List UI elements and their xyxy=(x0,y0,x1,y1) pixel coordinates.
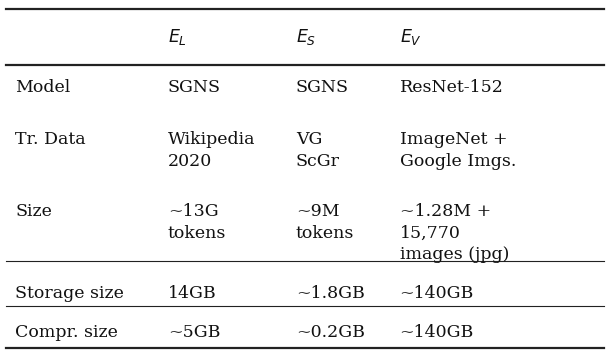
Text: SGNS: SGNS xyxy=(296,79,349,96)
Text: Compr. size: Compr. size xyxy=(15,324,118,341)
Text: ~0.2GB: ~0.2GB xyxy=(296,324,365,341)
Text: ~140GB: ~140GB xyxy=(400,324,474,341)
Text: VG
ScGr: VG ScGr xyxy=(296,131,340,170)
Text: ~13G
tokens: ~13G tokens xyxy=(168,203,226,242)
Text: ~1.28M +
15,770
images (jpg): ~1.28M + 15,770 images (jpg) xyxy=(400,203,509,263)
Text: ImageNet +
Google Imgs.: ImageNet + Google Imgs. xyxy=(400,131,516,170)
Text: ~140GB: ~140GB xyxy=(400,285,474,302)
Text: SGNS: SGNS xyxy=(168,79,221,96)
Text: ~1.8GB: ~1.8GB xyxy=(296,285,365,302)
Text: $E_V$: $E_V$ xyxy=(400,27,422,47)
Text: Wikipedia
2020: Wikipedia 2020 xyxy=(168,131,255,170)
Text: Size: Size xyxy=(15,203,52,220)
Text: ~5GB: ~5GB xyxy=(168,324,220,341)
Text: Model: Model xyxy=(15,79,71,96)
Text: 14GB: 14GB xyxy=(168,285,217,302)
Text: Storage size: Storage size xyxy=(15,285,124,302)
Text: Tr. Data: Tr. Data xyxy=(15,131,86,148)
Text: $E_L$: $E_L$ xyxy=(168,27,187,47)
Text: ~9M
tokens: ~9M tokens xyxy=(296,203,354,242)
Text: ResNet-152: ResNet-152 xyxy=(400,79,503,96)
Text: $E_S$: $E_S$ xyxy=(296,27,316,47)
